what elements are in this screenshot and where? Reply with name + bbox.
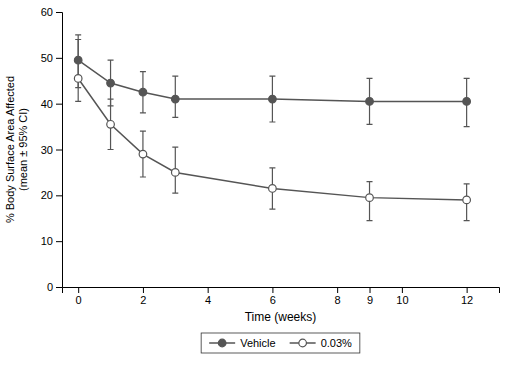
- tick-label: 10: [41, 235, 53, 247]
- chart: 0 2 4 6 8 9 10 12 0 10 20 30 40 50 60 Time (weeks) % Bod…: [0, 0, 515, 369]
- tick-label: 0: [47, 281, 53, 293]
- tick-label: 40: [41, 98, 53, 110]
- tick: 4: [205, 287, 211, 306]
- tick-mark: [56, 58, 62, 59]
- series: [74, 40, 470, 221]
- y-axis-title: % Body Surface Area Affected(mean ± 95% …: [4, 76, 29, 223]
- tick: 0: [47, 281, 62, 293]
- tick-mark: [78, 287, 79, 293]
- tick-mark: [272, 287, 273, 293]
- legend-marker: [218, 339, 226, 347]
- tick-mark: [56, 150, 62, 151]
- tick-label: 50: [41, 52, 53, 64]
- tick: 0: [76, 287, 82, 306]
- tick-mark: [56, 241, 62, 242]
- tick: 9: [367, 287, 373, 306]
- point: [463, 196, 471, 204]
- tick-label: 20: [41, 189, 53, 201]
- tick-label: 12: [461, 294, 473, 306]
- tick-mark: [402, 287, 403, 293]
- tick: 8: [335, 287, 341, 306]
- legend-label: 0.03%: [321, 337, 352, 349]
- error-bar: [367, 78, 373, 124]
- legend-frame: [201, 333, 360, 353]
- error-bar: [140, 131, 146, 177]
- tick-mark: [337, 287, 338, 293]
- error-bar: [108, 99, 114, 149]
- axis-line: [56, 13, 63, 288]
- point: [463, 98, 471, 106]
- x-axis-title: Time (weeks): [245, 310, 317, 324]
- tick-label: 30: [41, 144, 53, 156]
- series: [74, 35, 470, 127]
- tick-label: 9: [367, 294, 373, 306]
- y-axis: 0 10 20 30 40 50 60: [41, 6, 63, 293]
- marks: [74, 35, 470, 221]
- point: [366, 194, 374, 202]
- tick-mark: [370, 287, 371, 293]
- legend-marker: [299, 339, 307, 347]
- error-bar: [464, 184, 470, 221]
- point: [171, 95, 179, 103]
- tick-mark: [56, 287, 62, 288]
- point: [171, 169, 179, 177]
- tick-label: 4: [205, 294, 211, 306]
- point: [269, 185, 277, 193]
- tick-label: 8: [335, 294, 341, 306]
- legend-label: Vehicle: [240, 337, 275, 349]
- error-bar: [172, 147, 178, 193]
- point: [366, 98, 374, 106]
- point: [139, 150, 147, 158]
- tick-label: 10: [396, 294, 408, 306]
- point: [269, 95, 277, 103]
- error-bar: [269, 76, 275, 122]
- error-bar: [269, 168, 275, 209]
- tick: 40: [41, 98, 62, 110]
- tick: 2: [140, 287, 146, 306]
- tick-label: 0: [76, 294, 82, 306]
- tick: 30: [41, 144, 62, 156]
- tick-mark: [56, 12, 62, 13]
- error-bar: [140, 72, 146, 113]
- tick-mark: [56, 195, 62, 196]
- axis-line: [63, 288, 500, 294]
- tick: 10: [41, 235, 62, 247]
- legend-item: 0.03%: [290, 337, 352, 349]
- error-bar: [367, 182, 373, 221]
- tick-mark: [56, 104, 62, 105]
- x-axis: 0 2 4 6 8 9 10 12: [63, 287, 500, 306]
- tick: 6: [270, 287, 276, 306]
- error-bar: [172, 76, 178, 117]
- tick-mark: [143, 287, 144, 293]
- error-bar: [75, 40, 81, 102]
- point: [107, 79, 115, 87]
- tick: 10: [396, 287, 408, 306]
- tick: 60: [41, 6, 62, 18]
- error-bar: [464, 78, 470, 126]
- legend-item: Vehicle: [209, 337, 275, 349]
- tick-label: 6: [270, 294, 276, 306]
- tick-mark: [467, 287, 468, 293]
- tick-mark: [208, 287, 209, 293]
- legend: Vehicle 0.03%: [201, 333, 360, 353]
- tick-label: 2: [140, 294, 146, 306]
- point: [139, 88, 147, 96]
- tick: 20: [41, 189, 62, 201]
- point: [107, 120, 115, 128]
- tick: 12: [461, 287, 473, 306]
- plot-area: 0 2 4 6 8 9 10 12 0 10 20 30 40 50 60 Time (weeks) % Bod…: [4, 6, 500, 324]
- tick-label: 60: [41, 6, 53, 18]
- tick: 50: [41, 52, 62, 64]
- point: [74, 75, 82, 83]
